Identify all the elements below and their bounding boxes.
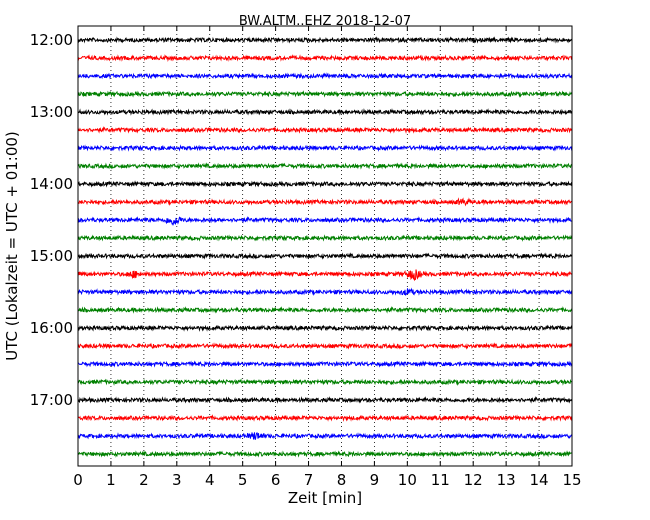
y-tick-label-1600: 16:00 — [30, 319, 73, 337]
trace-1245 — [77, 90, 573, 98]
x-tick-label-10: 10 — [398, 471, 417, 489]
trace-1500 — [77, 252, 573, 260]
x-tick-label-12: 12 — [464, 471, 483, 489]
x-axis-label: Zeit [min] — [288, 489, 362, 507]
y-tick-label-1700: 17:00 — [30, 391, 73, 409]
x-tick-label-4: 4 — [205, 471, 215, 489]
x-tick-label-0: 0 — [73, 471, 83, 489]
trace-1445 — [77, 234, 573, 242]
x-tick-label-3: 3 — [172, 471, 182, 489]
x-tick-label-8: 8 — [337, 471, 347, 489]
trace-1230 — [77, 72, 573, 80]
plot-frame — [77, 25, 573, 467]
trace-1215 — [77, 54, 573, 62]
x-tick-label-14: 14 — [530, 471, 549, 489]
trace-1415 — [77, 197, 573, 207]
trace-1200 — [77, 36, 573, 44]
x-tick-label-15: 15 — [562, 471, 581, 489]
trace-1530 — [77, 287, 573, 296]
y-ticks: 12:00 13:00 14:00 15:00 16:00 17:00 — [30, 31, 572, 409]
trace-1715 — [77, 414, 573, 422]
y-axis-label: UTC (Lokalzeit = UTC + 01:00) — [3, 131, 21, 361]
trace-1515 — [77, 269, 573, 282]
y-tick-label-1300: 13:00 — [30, 103, 73, 121]
x-tick-label-9: 9 — [370, 471, 380, 489]
y-tick-label-1400: 14:00 — [30, 175, 73, 193]
grid-lines — [110, 26, 540, 466]
trace-1615 — [77, 342, 573, 350]
trace-1315 — [77, 126, 573, 134]
x-tick-label-6: 6 — [271, 471, 281, 489]
y-tick-label-1200: 12:00 — [30, 31, 73, 49]
x-tick-label-11: 11 — [431, 471, 450, 489]
trace-1300 — [77, 108, 573, 116]
x-tick-label-13: 13 — [497, 471, 516, 489]
x-ticks: 0 1 2 3 4 5 6 7 8 9 10 11 12 13 14 15 — [73, 26, 582, 489]
x-tick-label-2: 2 — [139, 471, 149, 489]
x-tick-label-5: 5 — [238, 471, 248, 489]
trace-1545 — [77, 306, 573, 314]
trace-1645 — [77, 378, 573, 386]
trace-1700 — [77, 396, 573, 404]
y-tick-label-1500: 15:00 — [30, 247, 73, 265]
traces — [77, 36, 573, 458]
x-tick-label-1: 1 — [106, 471, 116, 489]
trace-1630 — [77, 360, 573, 368]
trace-1730 — [77, 431, 573, 440]
trace-1345 — [77, 162, 573, 170]
trace-1600 — [77, 324, 573, 332]
trace-1745 — [77, 450, 573, 458]
x-tick-label-7: 7 — [304, 471, 314, 489]
chart-title: BW.ALTM..EHZ 2018-12-07 — [239, 14, 411, 29]
trace-1330 — [77, 144, 573, 152]
trace-1400 — [77, 180, 573, 188]
trace-1430 — [77, 216, 573, 226]
